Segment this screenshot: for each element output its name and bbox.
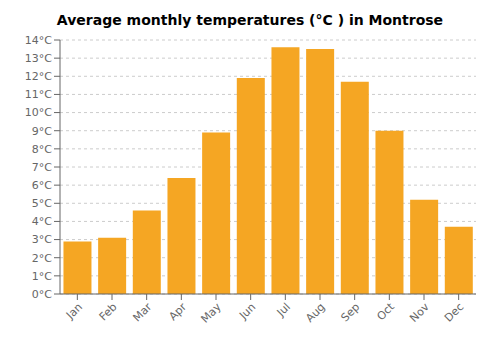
svg-text:3°C: 3°C [32,233,52,246]
svg-text:5°C: 5°C [32,197,52,210]
svg-text:11°C: 11°C [25,88,52,101]
svg-text:Apr: Apr [166,300,189,323]
svg-text:Aug: Aug [303,300,327,324]
svg-text:May: May [198,300,224,326]
svg-text:8°C: 8°C [32,143,52,156]
svg-text:Dec: Dec [442,300,466,324]
svg-text:13°C: 13°C [25,52,52,65]
svg-text:Mar: Mar [130,300,154,324]
svg-text:Sep: Sep [338,300,362,324]
html-text:Average monthly temperatures (: Average monthly temperatures (°C ) in Mo… [56,12,444,28]
svg-text:2°C: 2°C [32,252,52,265]
svg-text:1°C: 1°C [32,270,52,283]
svg-text:7°C: 7°C [32,161,52,174]
svg-text:Jul: Jul [274,300,293,319]
svg-text:Nov: Nov [407,300,432,325]
svg-text:9°C: 9°C [32,125,52,138]
svg-text:12°C: 12°C [25,70,52,83]
svg-text:0°C: 0°C [32,288,52,301]
svg-text:6°C: 6°C [32,179,52,192]
svg-text:14°C: 14°C [25,34,52,47]
svg-text:Jan: Jan [63,300,85,322]
svg-text:Feb: Feb [97,300,120,323]
svg-text:Jun: Jun [236,300,258,322]
svg-text:Oct: Oct [374,300,397,323]
svg-text:4°C: 4°C [32,215,52,228]
svg-text:10°C: 10°C [25,106,52,119]
